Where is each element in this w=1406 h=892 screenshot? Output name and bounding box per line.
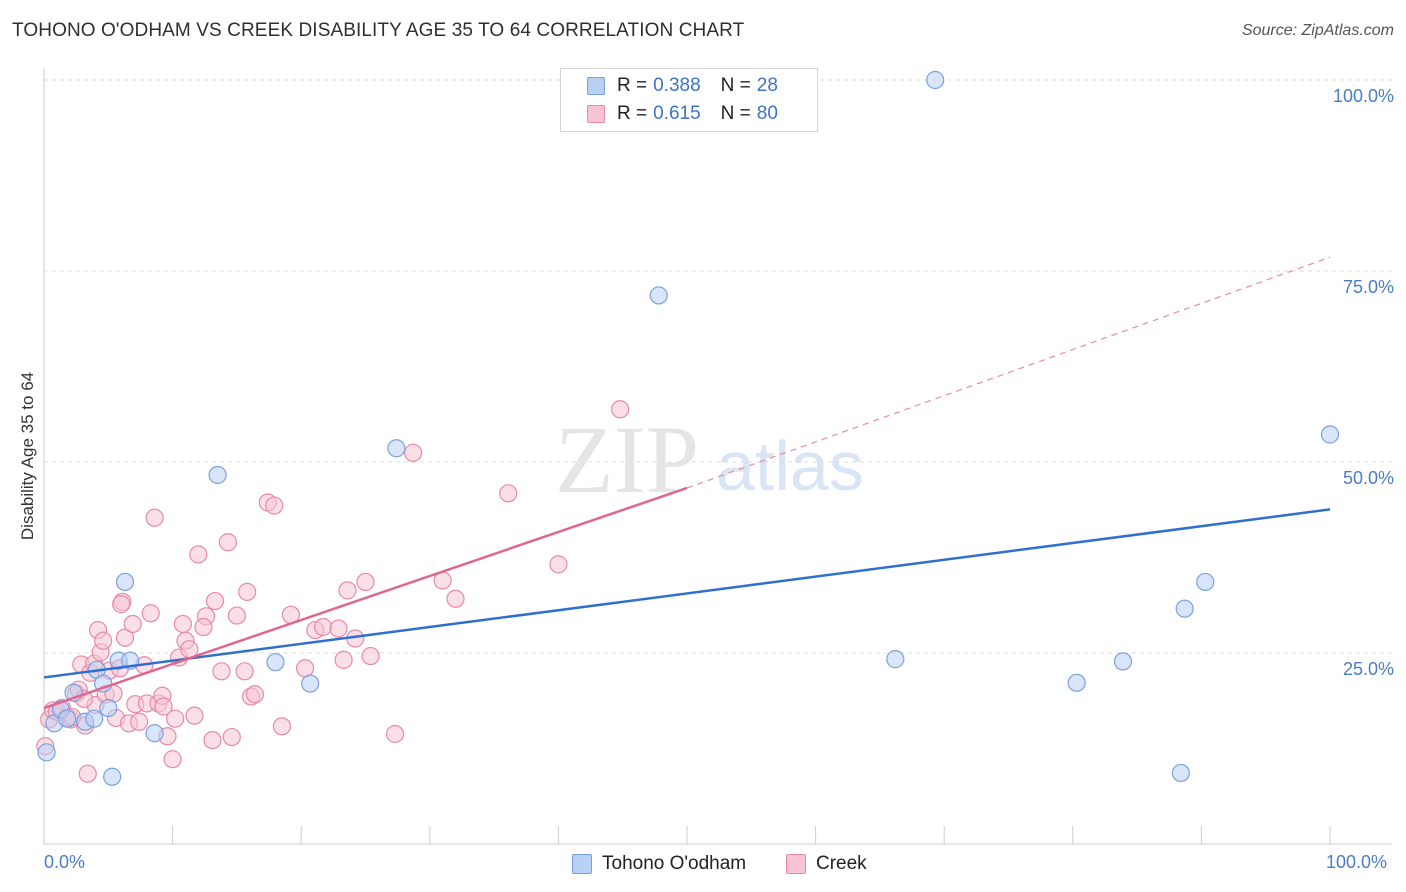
y-axis-label: Disability Age 35 to 64	[18, 371, 37, 541]
creek-point	[194, 617, 213, 637]
y-tick-75: 75.0%	[1342, 277, 1394, 297]
creek-point	[115, 628, 135, 647]
creek-trend-extension	[686, 256, 1331, 489]
legend-item-tohono: Tohono O'odham	[572, 850, 746, 878]
creek-point	[265, 496, 284, 515]
legend-n-label-creek: N =	[720, 103, 751, 124]
watermark-atlas: atlas	[716, 427, 864, 505]
legend-item-creek: Creek	[786, 850, 867, 878]
creek-point	[238, 582, 257, 601]
creek-point	[403, 443, 423, 462]
x-tick-100: 100.0%	[1326, 852, 1388, 872]
creek-point	[123, 614, 142, 634]
creek-point	[361, 646, 380, 666]
legend-row-creek: R = 0.615 N = 80	[587, 99, 778, 129]
creek-point	[94, 631, 113, 650]
creek-point	[154, 697, 173, 716]
legend-swatch-creek	[587, 105, 605, 123]
creek-point	[130, 712, 149, 731]
creek-point	[185, 706, 204, 725]
legend-r-value-tohono: 0.388	[653, 75, 701, 96]
tohono-point	[387, 439, 406, 458]
tohono-point	[1196, 572, 1215, 592]
creek-point	[212, 662, 231, 681]
creek-point	[272, 717, 292, 736]
creek-point	[78, 764, 97, 783]
y-tick-50: 50.0%	[1342, 468, 1394, 488]
legend-label-tohono: Tohono O'odham	[602, 853, 747, 874]
creek-point	[329, 619, 348, 638]
creek-point	[235, 662, 254, 681]
watermark: ZIP atlas	[555, 406, 864, 513]
creek-point	[499, 484, 518, 503]
creek-point	[163, 750, 182, 769]
legend-label-creek: Creek	[816, 853, 867, 874]
creek-point	[245, 685, 265, 704]
legend-r-label-creek: R =	[617, 103, 648, 124]
creek-point	[166, 709, 185, 728]
tohono-point	[208, 465, 227, 485]
tohono-point	[145, 724, 164, 743]
tohono-trend-line	[43, 508, 1331, 679]
watermark-zip: ZIP	[555, 406, 699, 513]
legend-bottom-swatch-tohono	[572, 854, 592, 874]
y-tick-25: 25.0%	[1342, 659, 1394, 679]
creek-point	[611, 400, 630, 419]
tohono-point	[886, 650, 905, 669]
tohono-point	[266, 653, 285, 672]
creek-point	[173, 614, 192, 634]
gridlines	[44, 79, 1392, 654]
creek-point	[356, 572, 375, 592]
tohono-point	[1175, 599, 1194, 618]
creek-point	[218, 533, 237, 552]
creek-point	[446, 589, 465, 608]
creek-point	[145, 508, 164, 527]
legend-stats: R = 0.388 N = 28 R = 0.615 N = 80	[560, 68, 818, 132]
chart-title: TOHONO O'ODHAM VS CREEK DISABILITY AGE 3…	[12, 20, 745, 41]
y-tick-100: 100.0%	[1332, 86, 1394, 106]
creek-points	[36, 400, 630, 783]
tohono-point	[85, 709, 104, 728]
tohono-point	[649, 286, 668, 305]
tohono-point	[115, 572, 135, 592]
tohono-point	[103, 767, 122, 786]
legend-r-label-tohono: R =	[617, 75, 648, 96]
trendlines	[43, 256, 1331, 710]
creek-point	[112, 595, 131, 614]
chart-source: Source: ZipAtlas.com	[1241, 22, 1394, 39]
creek-point	[549, 555, 568, 574]
creek-point	[295, 659, 315, 678]
tohono-point	[1171, 763, 1190, 783]
tohono-point	[58, 709, 77, 728]
legend-r-value-creek: 0.615	[653, 103, 701, 124]
tohono-point	[1320, 425, 1340, 444]
creek-point	[189, 545, 208, 564]
creek-point	[313, 617, 333, 637]
tohono-point	[1113, 652, 1133, 671]
tohono-point	[1067, 673, 1086, 692]
creek-point	[205, 591, 225, 611]
legend-row-tohono: R = 0.388 N = 28	[587, 71, 778, 101]
creek-point	[334, 650, 353, 669]
creek-point	[222, 727, 241, 747]
creek-point	[203, 730, 222, 750]
x-tick-0: 0.0%	[44, 852, 86, 872]
legend-n-value-creek: 80	[756, 103, 778, 124]
legend-n-value-tohono: 28	[756, 75, 778, 96]
tohono-point	[301, 674, 320, 693]
tohono-point	[99, 698, 118, 718]
tohono-points	[37, 70, 1340, 786]
tohono-point	[37, 743, 56, 762]
legend-swatch-tohono	[587, 77, 605, 95]
legend-n-label-tohono: N =	[720, 75, 751, 96]
creek-trend-line	[43, 486, 688, 710]
creek-point	[385, 724, 405, 744]
creek-point	[338, 581, 357, 600]
creek-point	[141, 604, 160, 623]
legend-bottom-swatch-creek	[786, 854, 806, 874]
tohono-point	[926, 70, 945, 90]
creek-point	[227, 606, 246, 625]
